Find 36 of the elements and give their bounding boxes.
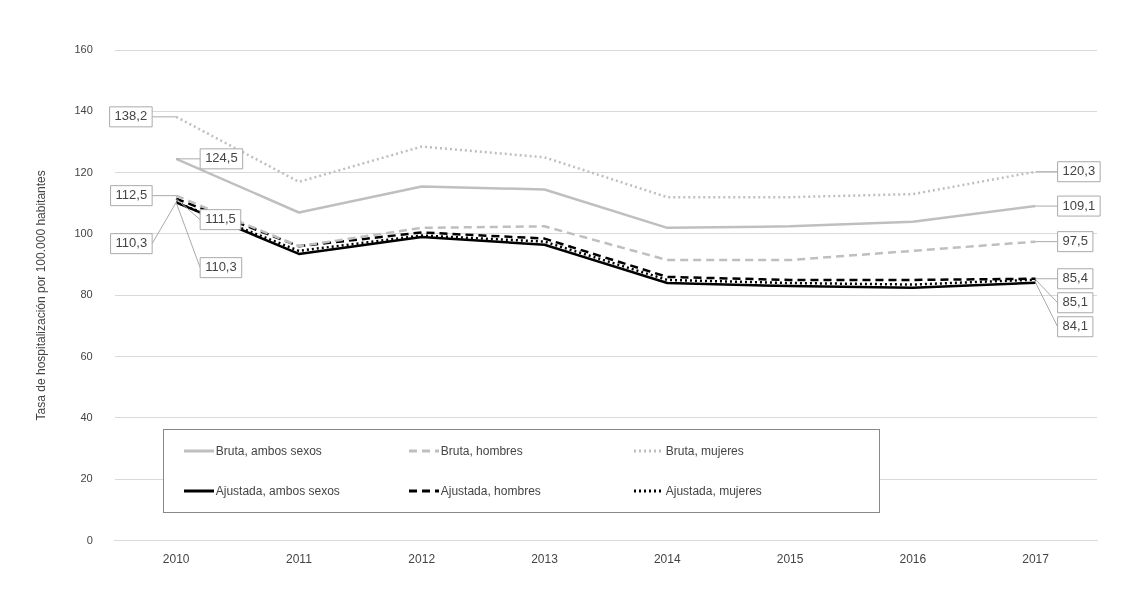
y-tick-label: 160 [74,43,93,56]
x-tick-label: 2012 [408,552,436,567]
data-label: 85,4 [1062,270,1088,286]
data-label: 124,5 [205,150,238,166]
data-label: 109,1 [1062,197,1096,213]
data-label: 110,3 [205,259,237,275]
x-tick-label: 2010 [162,552,190,567]
data-label: 138,2 [114,108,148,124]
data-label: 112,5 [115,187,148,203]
legend-label: Bruta, hombres [440,443,523,458]
x-tick-label: 2013 [531,552,559,567]
y-tick-label: 60 [80,349,93,362]
legend-label: Ajustada, mujeres [665,483,762,498]
legend-label: Ajustada, ambos sexos [215,483,340,498]
legend-label: Ajustada, hombres [440,483,541,498]
data-label: 84,1 [1062,318,1088,334]
x-tick-label: 2016 [899,552,927,567]
x-tick-label: 2014 [653,552,681,567]
data-label: 85,1 [1062,294,1088,310]
y-tick-label: 40 [80,410,93,423]
y-axis-title: Tasa de hospitalización por 100.000 habitantes [33,170,48,421]
y-tick-label: 120 [74,165,93,178]
data-label: 111,5 [205,211,236,227]
data-label: 120,3 [1062,163,1096,179]
legend-label: Bruta, mujeres [665,443,744,458]
legend-label: Bruta, ambos sexos [215,443,322,458]
y-tick-label: 140 [74,104,93,117]
x-tick-label: 2015 [776,552,804,567]
y-tick-label: 0 [86,533,93,546]
data-label: 97,5 [1062,233,1088,249]
y-tick-label: 100 [74,227,93,240]
x-tick-label: 2017 [1022,552,1050,567]
y-tick-label: 20 [80,472,93,485]
data-label: 110,3 [115,235,148,251]
x-tick-label: 2011 [286,552,313,567]
y-tick-label: 80 [80,288,93,301]
